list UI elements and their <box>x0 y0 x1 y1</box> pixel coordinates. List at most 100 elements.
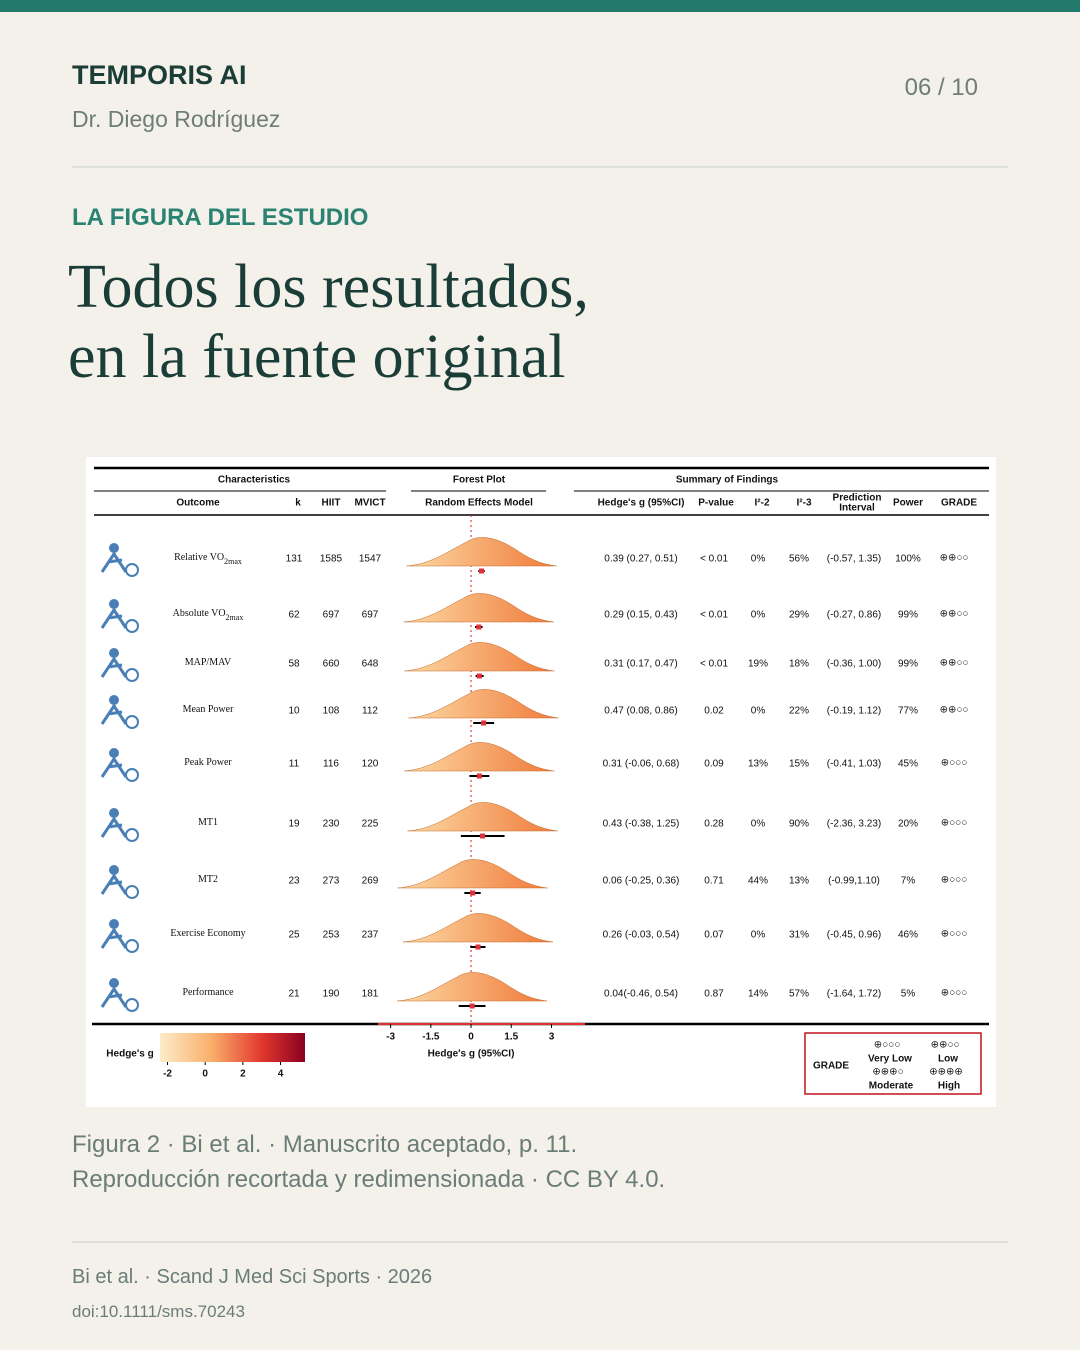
cell: 1547 <box>359 554 382 565</box>
icon-part <box>125 668 139 682</box>
density <box>404 742 555 772</box>
cell: 99% <box>898 659 918 670</box>
cell: 648 <box>362 659 379 670</box>
colorbar-tick-label: 2 <box>240 1069 246 1080</box>
column-header: Random Effects Model <box>425 498 533 509</box>
cell: 0.09 <box>704 759 724 770</box>
icon-part <box>100 656 128 678</box>
cell: 23 <box>288 876 300 887</box>
icon-part <box>100 986 128 1008</box>
icon <box>100 978 139 1012</box>
column-header: Prediction <box>833 493 882 504</box>
colorbar-tick-label: -2 <box>163 1069 172 1080</box>
x-tick-label: -3 <box>386 1032 395 1043</box>
grade: ⊕⊕○○ <box>940 609 969 620</box>
cell: 225 <box>362 819 379 830</box>
density <box>397 972 548 1002</box>
cell: 0.47 (0.08, 0.86) <box>604 706 677 717</box>
author: Dr. Diego Rodríguez <box>72 106 281 132</box>
estimate <box>470 890 476 896</box>
cell: 660 <box>323 659 340 670</box>
grade: ⊕○○○ <box>941 758 968 769</box>
cell: 112 <box>362 706 378 717</box>
cell: 90% <box>789 819 809 830</box>
outcome-text: Performance <box>182 987 234 998</box>
grade: ⊕⊕○○ <box>940 658 969 669</box>
cell: 116 <box>323 759 339 770</box>
icon <box>100 695 139 729</box>
icon-part <box>125 768 139 782</box>
cell: 0.06 (-0.25, 0.36) <box>603 876 680 887</box>
x-tick-label: -1.5 <box>422 1032 440 1043</box>
outcome-text: Peak Power <box>184 757 232 768</box>
grade: ⊕○○○ <box>941 875 968 886</box>
icon-part <box>125 563 139 577</box>
outcome: MAP/MAV <box>185 657 232 668</box>
density <box>404 642 555 672</box>
outcome-text: Relative VO <box>174 552 224 563</box>
outcome-text: Exercise Economy <box>170 928 245 939</box>
cell: 0.43 (-0.38, 1.25) <box>603 819 680 830</box>
grade: ⊕⊕○○ <box>940 705 969 716</box>
brand: TEMPORIS AI <box>72 60 247 90</box>
cell: 0.26 (-0.03, 0.54) <box>603 930 680 941</box>
outcome-text: Mean Power <box>183 704 234 715</box>
group-header: Summary of Findings <box>676 475 779 486</box>
estimate <box>476 624 482 630</box>
cell: 14% <box>748 989 768 1000</box>
icon-part <box>100 607 128 629</box>
grade: ⊕⊕○○ <box>940 553 969 564</box>
grade-label: Low <box>938 1054 958 1065</box>
grade-legend-title: GRADE <box>813 1061 849 1072</box>
citation: Bi et al. · Scand J Med Sci Sports · 202… <box>72 1266 433 1288</box>
cell: 0% <box>751 706 766 717</box>
cell: 0.02 <box>704 706 724 717</box>
density <box>403 593 554 623</box>
cell: 0.29 (0.15, 0.43) <box>604 610 677 621</box>
divider <box>72 1241 1008 1243</box>
cell: 273 <box>323 876 340 887</box>
cell: 0.71 <box>704 876 724 887</box>
estimate <box>476 773 482 779</box>
cell: 237 <box>362 930 379 941</box>
density <box>407 802 558 832</box>
estimate <box>476 673 482 679</box>
cell: 181 <box>362 989 379 1000</box>
cell: 19% <box>748 659 768 670</box>
x-axis-label: Hedge's g (95%CI) <box>428 1049 515 1060</box>
icon-part <box>125 715 139 729</box>
cell: 15% <box>789 759 809 770</box>
density <box>402 913 554 943</box>
grade: ⊕○○○ <box>941 988 968 999</box>
divider <box>72 166 1008 168</box>
icon-part <box>109 648 119 658</box>
cell: (-0.36, 1.00) <box>827 659 881 670</box>
icon-part <box>109 919 119 929</box>
cell: (-0.45, 0.96) <box>827 930 881 941</box>
outcome: Peak Power <box>184 757 232 768</box>
cell: < 0.01 <box>700 659 729 670</box>
cell: 0% <box>751 554 766 565</box>
outcome-text: MAP/MAV <box>185 657 232 668</box>
estimate <box>469 1003 475 1009</box>
group-header: Characteristics <box>218 475 291 486</box>
cell: 10 <box>288 706 300 717</box>
cell: < 0.01 <box>700 554 729 565</box>
grade: ⊕○○○ <box>941 929 968 940</box>
cell: 0.31 (-0.06, 0.68) <box>603 759 680 770</box>
icon-part <box>100 816 128 838</box>
grade: ⊕○○○ <box>941 818 968 829</box>
icon-part <box>100 551 128 573</box>
icon-part <box>100 703 128 725</box>
cell: 25 <box>288 930 300 941</box>
outcome: Exercise Economy <box>170 928 245 939</box>
density <box>408 689 559 719</box>
cell: 0.04(-0.46, 0.54) <box>604 989 678 1000</box>
cell: 120 <box>362 759 379 770</box>
cell: 5% <box>901 989 916 1000</box>
column-header: k <box>295 498 301 509</box>
icon-part <box>125 828 139 842</box>
outcome: Performance <box>182 987 234 998</box>
cell: 230 <box>323 819 340 830</box>
